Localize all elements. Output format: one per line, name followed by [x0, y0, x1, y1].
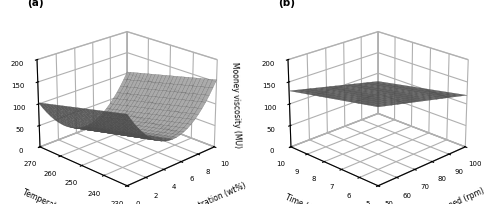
- Y-axis label: Temperature (°C): Temperature (°C): [22, 186, 86, 204]
- Text: (b): (b): [278, 0, 295, 8]
- Text: (a): (a): [27, 0, 44, 8]
- X-axis label: HDA-concentration (wt%): HDA-concentration (wt%): [154, 180, 247, 204]
- Y-axis label: Time (min): Time (min): [284, 192, 326, 204]
- X-axis label: Rotor speed (rpm): Rotor speed (rpm): [418, 186, 486, 204]
